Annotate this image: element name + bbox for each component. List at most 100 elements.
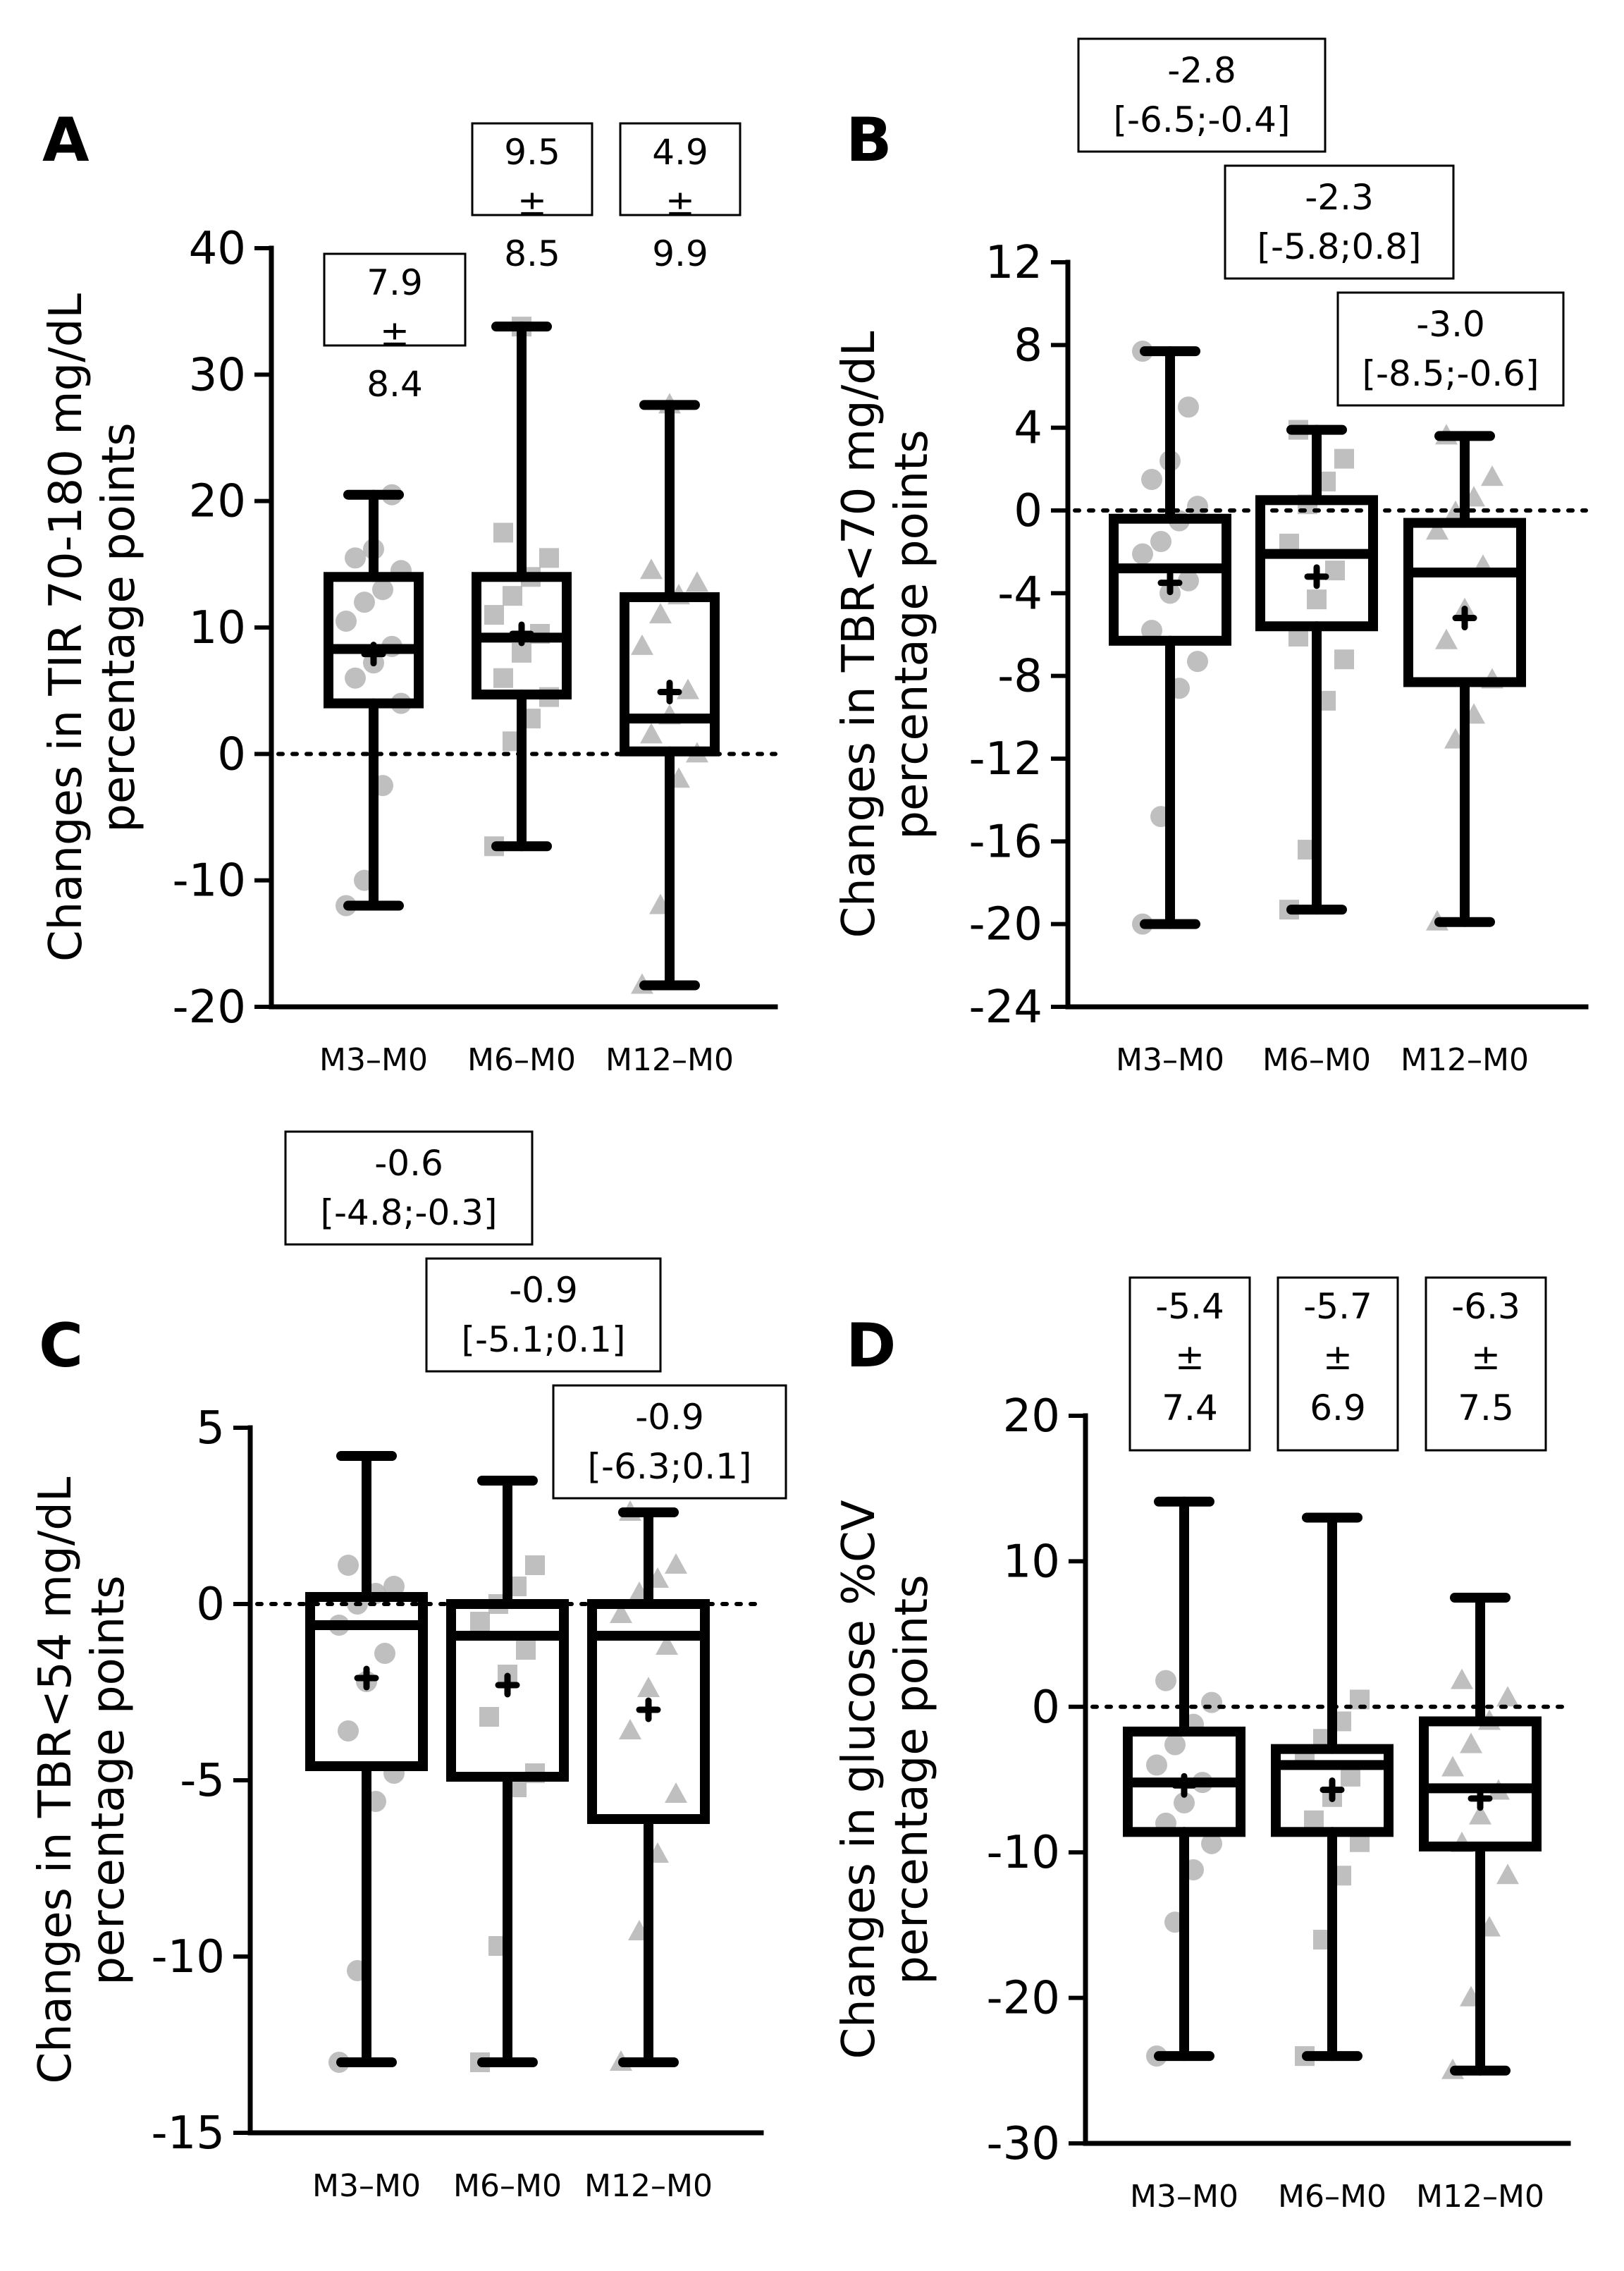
data-point-circle <box>345 547 366 569</box>
annotation-frame <box>1128 1276 1251 1452</box>
data-point-triangle <box>631 634 653 655</box>
data-point-triangle <box>640 723 663 744</box>
annotation-text: -0.6 <box>374 1143 443 1184</box>
x-category-label: M12–M0 <box>584 2168 713 2204</box>
data-point-triangle <box>610 1603 632 1623</box>
data-point-square <box>1307 589 1327 610</box>
annotation-text: -6.3 <box>1451 1286 1520 1327</box>
annotation-text: [-6.5;-0.4] <box>1114 99 1291 140</box>
x-category-label: M6–M0 <box>453 2168 562 2204</box>
annotation-frame <box>323 252 467 347</box>
annotation-text: -5.4 <box>1155 1286 1224 1327</box>
annotation-box: -0.6 [-4.8;-0.3] <box>284 1130 534 1246</box>
data-point-circle <box>372 579 393 601</box>
data-point-circle <box>338 1720 359 1741</box>
data-point-triangle <box>1496 1863 1519 1885</box>
data-point-square <box>470 1612 490 1632</box>
data-point-triangle <box>665 1782 687 1803</box>
data-point-triangle <box>619 1719 641 1739</box>
data-point-circle <box>1164 1734 1186 1756</box>
data-point-square <box>1304 1810 1324 1830</box>
y-tick-label: -20 <box>172 981 246 1034</box>
data-point-triangle <box>665 1553 687 1574</box>
annotation-box: -3.0 [-8.5;-0.6] <box>1336 291 1565 407</box>
y-tick-label: -10 <box>151 1931 225 1983</box>
annotation-frame <box>471 122 593 216</box>
data-point-triangle <box>1435 628 1458 649</box>
data-point-square <box>539 548 559 568</box>
data-point-triangle <box>1441 1756 1464 1777</box>
y-tick-label: 20 <box>189 476 246 528</box>
box-iqr <box>587 1599 710 1824</box>
data-point-triangle <box>637 1677 660 1697</box>
data-point-circle <box>1201 1832 1222 1854</box>
data-point-square <box>503 586 522 606</box>
data-point-circle <box>1141 469 1162 490</box>
data-point-circle <box>383 1576 405 1597</box>
data-point-square <box>484 605 504 625</box>
data-point-square <box>1341 1766 1360 1787</box>
annotation-frame <box>284 1130 534 1246</box>
y-axis-title: Changes in glucose %CV <box>833 1500 885 2059</box>
box-iqr <box>324 572 424 709</box>
annotation-frame <box>1077 37 1327 153</box>
data-point-circle <box>354 592 375 613</box>
data-point-triangle <box>1469 1804 1491 1825</box>
data-point-triangle <box>1481 465 1503 486</box>
box-iqr <box>1109 513 1231 646</box>
panel-a: A -20 -10 0 10 20 30 40 Changes in TIR 70-180 mg… <box>40 105 778 1078</box>
annotation-text: 9.9 <box>652 233 708 274</box>
data-point-circle <box>1146 1754 1167 1776</box>
y-tick-label: -16 <box>968 816 1042 868</box>
data-point-circle <box>374 1643 395 1664</box>
annotation-box: 7.9 ±8.4 <box>323 252 467 405</box>
data-point-square <box>516 1640 536 1660</box>
data-point-triangle <box>1426 519 1448 540</box>
data-point-triangle <box>677 678 699 699</box>
y-tick-label: -12 <box>968 733 1042 785</box>
annotation-text: ± <box>665 183 695 224</box>
data-point-triangle <box>686 571 708 592</box>
x-category-label: M12–M0 <box>605 1042 734 1078</box>
x-category-label: M6–M0 <box>1262 1042 1371 1078</box>
panel-c: C -15 -10 -5 0 5 Changes in TBR<54 mg/dL percen… <box>30 1130 787 2204</box>
annotation-text: ± <box>1323 1337 1353 1378</box>
annotation-text: -3.0 <box>1416 304 1485 345</box>
annotation-text: [-8.5;-0.6] <box>1362 353 1539 394</box>
annotation-text: [-4.8;-0.3] <box>321 1192 498 1233</box>
data-point-circle <box>1132 543 1153 565</box>
x-category-label: M3–M0 <box>1116 1042 1224 1078</box>
data-point-circle <box>1155 1670 1176 1691</box>
annotation-text: ± <box>1471 1337 1501 1378</box>
annotation-text: 6.9 <box>1310 1388 1366 1428</box>
y-tick-label: -20 <box>986 1973 1060 2025</box>
annotation-box: -0.9 [-5.1;0.1] <box>425 1257 662 1373</box>
y-tick-label: -5 <box>180 1755 225 1807</box>
annotation-text: -2.8 <box>1167 50 1236 91</box>
data-point-circle <box>1178 396 1199 418</box>
data-point-square <box>525 1555 545 1575</box>
annotation-frame <box>1336 291 1565 407</box>
data-point-triangle <box>1451 1668 1473 1689</box>
y-tick-label: 10 <box>1003 1536 1060 1588</box>
annotation-frame <box>1425 1276 1547 1452</box>
data-point-triangle <box>656 1634 678 1655</box>
data-point-square <box>493 522 513 543</box>
data-point-circle <box>1187 496 1208 518</box>
box-iqr <box>1271 1744 1394 1837</box>
panel-b: B -24 -20 -16 -12 -8 -4 0 4 8 12 Changes in TBR<70 … <box>833 37 1589 1078</box>
panel-d: D -30 -20 -10 0 10 20 Changes in glucose %CV per… <box>833 1276 1571 2215</box>
box-iqr <box>305 1592 428 1771</box>
y-axis-title: Changes in TIR 70-180 mg/dL <box>40 293 92 962</box>
data-point-circle <box>1187 651 1208 673</box>
annotation-frame <box>1224 164 1455 280</box>
y-tick-label: 40 <box>189 223 246 275</box>
y-tick-label: 0 <box>1031 1682 1060 1734</box>
box-iqr <box>1403 518 1526 687</box>
y-tick-label: -8 <box>997 651 1042 703</box>
y-tick-label: 5 <box>196 1402 225 1455</box>
annotation-text: 8.5 <box>504 233 560 274</box>
data-point-circle <box>336 611 357 632</box>
y-axis-title: Changes in TBR<54 mg/dL <box>30 1476 82 2083</box>
y-tick-label: 20 <box>1003 1390 1060 1443</box>
